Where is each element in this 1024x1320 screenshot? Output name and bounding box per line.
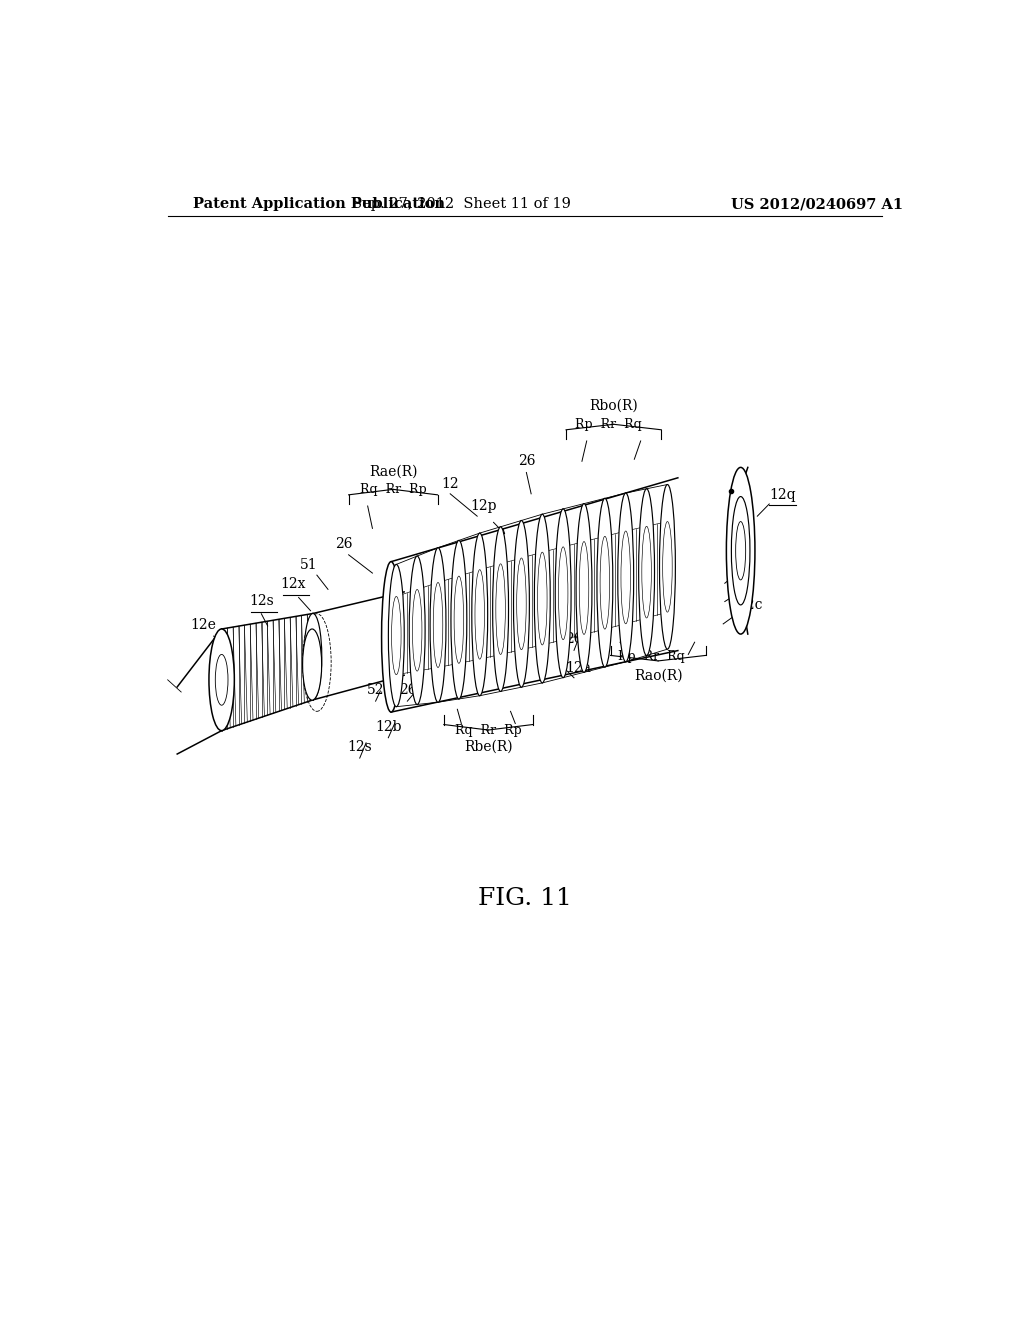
Ellipse shape bbox=[209, 630, 234, 731]
Text: Rae(R): Rae(R) bbox=[369, 465, 418, 479]
Ellipse shape bbox=[639, 488, 654, 656]
Text: Rq  Rr  Rp: Rq Rr Rp bbox=[359, 483, 426, 496]
Text: 12b: 12b bbox=[375, 719, 401, 734]
Text: Rq  Rr  Rp: Rq Rr Rp bbox=[455, 723, 521, 737]
Text: 58: 58 bbox=[737, 577, 755, 591]
Text: 12e: 12e bbox=[190, 618, 216, 632]
Ellipse shape bbox=[726, 467, 755, 634]
Text: 12a: 12a bbox=[566, 661, 592, 675]
Ellipse shape bbox=[617, 494, 634, 661]
Ellipse shape bbox=[304, 614, 322, 700]
Ellipse shape bbox=[663, 521, 672, 612]
Text: Rp  Rr  Rq: Rp Rr Rq bbox=[574, 418, 641, 430]
Ellipse shape bbox=[535, 515, 550, 682]
Ellipse shape bbox=[600, 536, 609, 630]
Ellipse shape bbox=[454, 576, 464, 663]
Text: 12s: 12s bbox=[249, 594, 273, 607]
Text: 12x: 12x bbox=[281, 577, 306, 591]
Ellipse shape bbox=[451, 540, 467, 700]
Ellipse shape bbox=[413, 590, 422, 671]
Ellipse shape bbox=[215, 655, 228, 705]
Text: 26: 26 bbox=[565, 632, 583, 647]
Ellipse shape bbox=[538, 552, 547, 645]
Text: 12c: 12c bbox=[737, 598, 763, 611]
Ellipse shape bbox=[597, 499, 612, 667]
Text: Rbe(R): Rbe(R) bbox=[464, 739, 513, 754]
Text: 12: 12 bbox=[441, 477, 459, 491]
Text: 12p: 12p bbox=[470, 499, 497, 513]
Text: Rp  Rr  Rq: Rp Rr Rq bbox=[618, 651, 685, 664]
Ellipse shape bbox=[472, 533, 487, 696]
Ellipse shape bbox=[382, 561, 400, 711]
Ellipse shape bbox=[513, 520, 529, 688]
Ellipse shape bbox=[555, 510, 571, 677]
Ellipse shape bbox=[517, 558, 526, 649]
Ellipse shape bbox=[391, 597, 401, 675]
Ellipse shape bbox=[410, 556, 425, 705]
Ellipse shape bbox=[493, 527, 509, 692]
Ellipse shape bbox=[303, 630, 322, 700]
Ellipse shape bbox=[642, 527, 651, 618]
Ellipse shape bbox=[577, 504, 592, 672]
Text: 52: 52 bbox=[367, 682, 384, 697]
Text: Rao(R): Rao(R) bbox=[634, 669, 682, 682]
Text: 26: 26 bbox=[518, 454, 536, 469]
Text: 26: 26 bbox=[335, 537, 352, 550]
Ellipse shape bbox=[433, 582, 442, 668]
Ellipse shape bbox=[621, 531, 631, 624]
Text: US 2012/0240697 A1: US 2012/0240697 A1 bbox=[731, 197, 903, 211]
Ellipse shape bbox=[496, 564, 506, 655]
Ellipse shape bbox=[558, 546, 568, 640]
Text: Rbo(R): Rbo(R) bbox=[589, 399, 638, 412]
Text: FIG. 11: FIG. 11 bbox=[478, 887, 571, 909]
Ellipse shape bbox=[580, 541, 589, 635]
Text: 55: 55 bbox=[737, 557, 755, 572]
Ellipse shape bbox=[388, 565, 404, 706]
Text: Patent Application Publication: Patent Application Publication bbox=[194, 197, 445, 211]
Text: 12s: 12s bbox=[347, 741, 372, 754]
Text: 12q: 12q bbox=[769, 488, 796, 502]
Ellipse shape bbox=[430, 548, 446, 702]
Text: 26: 26 bbox=[398, 682, 416, 697]
Text: 51: 51 bbox=[300, 558, 317, 572]
Text: Sep. 27, 2012  Sheet 11 of 19: Sep. 27, 2012 Sheet 11 of 19 bbox=[352, 197, 570, 211]
Ellipse shape bbox=[659, 484, 676, 649]
Ellipse shape bbox=[475, 570, 484, 659]
